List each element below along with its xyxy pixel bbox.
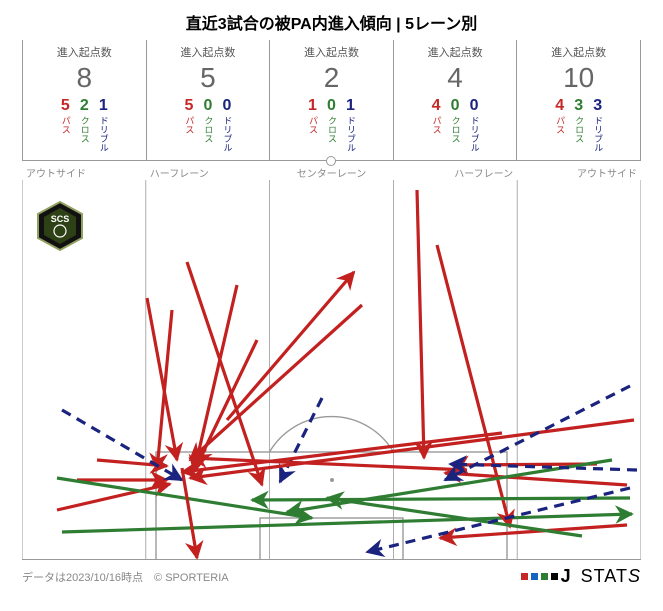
lane-breakdown: 5パス2クロス1ドリブル <box>23 98 146 152</box>
lane-header: 進入起点数 <box>23 44 146 60</box>
lane-breakdown: 4パス3クロス3ドリブル <box>517 98 640 152</box>
pass-arrow <box>157 310 172 470</box>
lane-name: ハーフレーン <box>393 161 517 180</box>
lane-breakdown: 4パス0クロス0ドリブル <box>394 98 517 152</box>
pass-arrow <box>182 468 197 558</box>
pass-arrow <box>147 298 177 460</box>
data-source-note: データは2023/10/16時点 © SPORTERIA <box>22 569 229 585</box>
lane-header: 進入起点数 <box>517 44 640 60</box>
footer: データは2023/10/16時点 © SPORTERIA J STATS <box>22 566 641 587</box>
lane-total: 5 <box>147 62 270 94</box>
pass-arrow <box>417 190 424 458</box>
lane-names-row: アウトサイドハーフレーンセンターレーンハーフレーンアウトサイド <box>22 160 641 180</box>
lane-total: 2 <box>270 62 393 94</box>
lane-name: アウトサイド <box>517 161 641 180</box>
lane-total: 4 <box>394 62 517 94</box>
lane-stat: 進入起点数 10 4パス3クロス3ドリブル <box>517 40 641 160</box>
lane-name: ハーフレーン <box>146 161 270 180</box>
lane-header: 進入起点数 <box>270 44 393 60</box>
lane-stat: 進入起点数 2 1パス0クロス1ドリブル <box>270 40 394 160</box>
team-logo: SCS <box>34 200 86 252</box>
pass-arrow <box>227 272 354 420</box>
lane-stat: 進入起点数 4 4パス0クロス0ドリブル <box>394 40 518 160</box>
dribble-arrow <box>62 410 182 480</box>
lane-total: 10 <box>517 62 640 94</box>
lane-name: センターレーン <box>270 161 394 180</box>
lane-stat: 進入起点数 8 5パス2クロス1ドリブル <box>23 40 147 160</box>
lane-name: アウトサイド <box>22 161 146 180</box>
lane-stats-row: 進入起点数85パス2クロス1ドリブル進入起点数55パス0クロス0ドリブル進入起点… <box>22 40 641 160</box>
lane-header: 進入起点数 <box>147 44 270 60</box>
lane-header: 進入起点数 <box>394 44 517 60</box>
dribble-arrow <box>280 398 322 482</box>
pitch-diagram: SCS <box>22 180 641 560</box>
cross-arrow <box>252 498 630 500</box>
lane-breakdown: 5パス0クロス0ドリブル <box>147 98 270 152</box>
pass-arrow <box>440 525 627 538</box>
lane-breakdown: 1パス0クロス1ドリブル <box>270 98 393 152</box>
lane-stat: 進入起点数 5 5パス0クロス0ドリブル <box>147 40 271 160</box>
logo-text: SCS <box>51 214 70 224</box>
pass-arrow <box>194 285 237 472</box>
jstats-logo: J STATS <box>521 566 641 587</box>
lane-total: 8 <box>23 62 146 94</box>
chart-title: 直近3試合の被PA内進入傾向 | 5レーン別 <box>0 0 663 40</box>
